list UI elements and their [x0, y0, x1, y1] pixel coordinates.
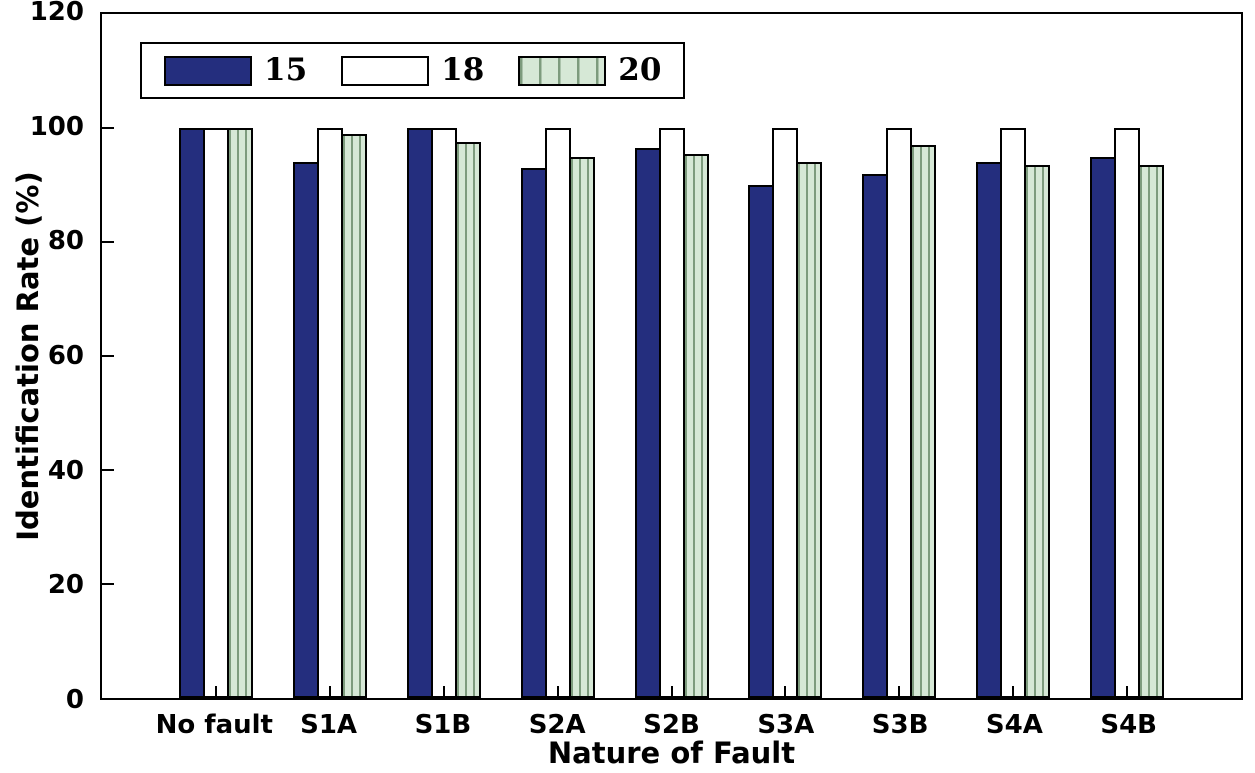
- bar-group-s2a: [520, 14, 595, 698]
- bar-series-18: [316, 128, 343, 698]
- bars-container: [102, 14, 1241, 698]
- x-tick-label: S4B: [1100, 710, 1158, 740]
- bar-series-15: [292, 162, 319, 698]
- y-tick-label: 120: [29, 0, 84, 27]
- bar-series-20: [796, 162, 823, 698]
- legend-swatch-18: [341, 55, 430, 86]
- y-tick-label: 20: [47, 570, 84, 601]
- x-tick-label: S2B: [643, 710, 700, 740]
- legend-label-15: 15: [264, 52, 308, 88]
- bar-group-no-fault: [178, 14, 253, 698]
- bar-series-20: [568, 156, 595, 698]
- bar-series-15: [406, 128, 433, 698]
- bar-group-s4a: [976, 14, 1051, 698]
- x-tick-label: S3A: [757, 710, 815, 740]
- x-tick-label: S1A: [300, 710, 358, 740]
- bar-series-18: [202, 128, 229, 698]
- bar-series-15: [520, 167, 547, 698]
- x-axis-tick-labels: No fault S1A S1B S2A S2B S3A S3B S4A S4B: [100, 704, 1243, 740]
- bar-series-20: [910, 145, 937, 698]
- bar-series-20: [682, 153, 709, 698]
- x-tick-label: S1B: [414, 710, 472, 740]
- bar-series-18: [1000, 128, 1027, 698]
- bar-series-20: [1138, 165, 1165, 698]
- bar-group-s1a: [292, 14, 367, 698]
- x-axis-label: Nature of Fault: [547, 736, 796, 770]
- y-tick-label: 0: [65, 685, 84, 715]
- bar-series-18: [430, 128, 457, 698]
- bar-series-15: [178, 128, 205, 698]
- x-tick-label: S4A: [985, 710, 1043, 740]
- legend-entry-18: 18: [341, 55, 484, 86]
- y-axis-tick-labels: 0 20 40 60 80 100 120: [0, 0, 92, 713]
- x-tick-label: No fault: [155, 710, 273, 740]
- legend-entry-20: 20: [518, 55, 661, 86]
- x-tick-label: S2A: [528, 710, 586, 740]
- legend: 15 18 20: [140, 42, 686, 99]
- legend-label-18: 18: [441, 52, 485, 88]
- bar-group-s3a: [748, 14, 823, 698]
- y-tick-label: 40: [47, 455, 84, 486]
- legend-label-20: 20: [618, 52, 662, 88]
- bar-group-s1b: [406, 14, 481, 698]
- bar-series-18: [772, 128, 799, 698]
- x-tick-label: S3B: [871, 710, 929, 740]
- bar-series-18: [1114, 128, 1141, 698]
- bar-series-20: [340, 133, 367, 698]
- bar-series-15: [1090, 156, 1117, 698]
- bar-group-s4b: [1090, 14, 1165, 698]
- bar-series-20: [1024, 165, 1051, 698]
- bar-group-s2b: [634, 14, 709, 698]
- legend-swatch-15: [164, 55, 252, 86]
- y-tick-label: 60: [47, 341, 84, 371]
- bar-series-20: [226, 128, 253, 698]
- bar-group-s3b: [862, 14, 937, 698]
- bar-series-15: [634, 147, 661, 698]
- bar-series-15: [976, 162, 1003, 698]
- bar-series-18: [544, 128, 571, 698]
- y-tick-label: 100: [29, 111, 84, 142]
- bar-series-20: [454, 142, 481, 698]
- legend-swatch-20: [518, 55, 607, 86]
- bar-series-18: [658, 128, 685, 698]
- y-tick-label: 80: [47, 226, 84, 257]
- bar-series-15: [748, 185, 775, 698]
- legend-entry-15: 15: [164, 55, 307, 86]
- bar-series-15: [862, 173, 889, 698]
- plot-area: 15 18 20: [100, 12, 1243, 700]
- bar-series-18: [886, 128, 913, 698]
